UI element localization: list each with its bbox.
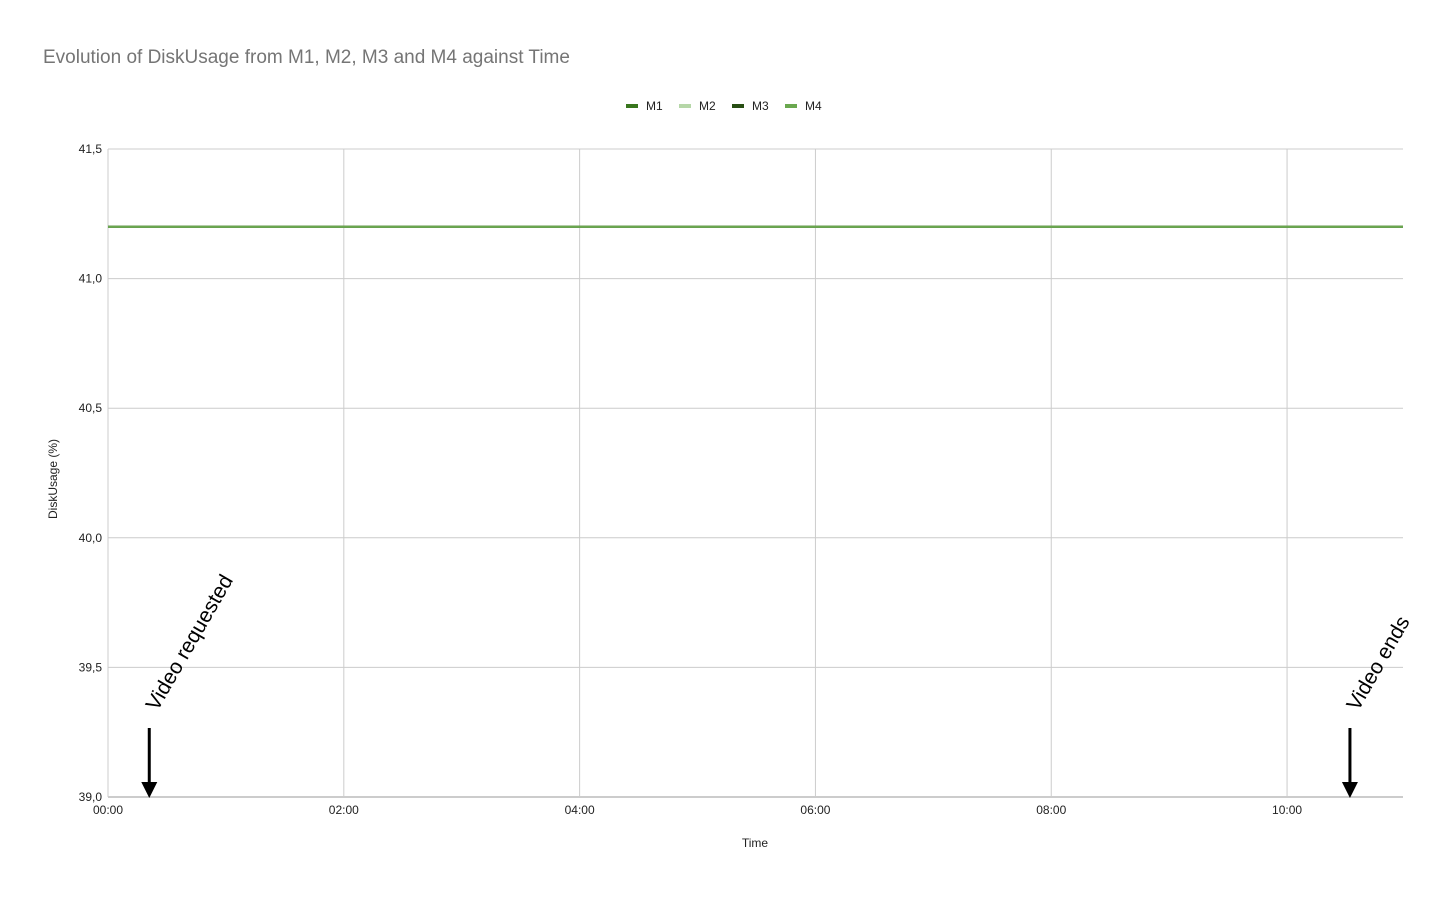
- x-tick-label: 10:00: [1272, 803, 1302, 817]
- legend-swatch: [732, 104, 744, 108]
- legend-label: M4: [805, 99, 822, 113]
- legend-label: M3: [752, 99, 769, 113]
- annotation-label: Video requested: [142, 571, 238, 715]
- annotation-label: Video ends: [1342, 612, 1414, 714]
- legend-swatch: [626, 104, 638, 108]
- x-tick-label: 02:00: [329, 803, 359, 817]
- y-tick-label: 40,0: [79, 531, 103, 545]
- x-tick-label: 04:00: [565, 803, 595, 817]
- y-tick-label: 39,5: [79, 660, 103, 674]
- x-tick-label: 00:00: [93, 803, 123, 817]
- legend-swatch: [679, 104, 691, 108]
- x-tick-label: 08:00: [1036, 803, 1066, 817]
- annotations: Video requested Video ends: [141, 571, 1415, 798]
- legend-item-m2[interactable]: M2: [679, 99, 716, 113]
- x-axis-ticks: 00:00 02:00 04:00 06:00 08:00 10:00: [93, 803, 1302, 817]
- legend-label: M1: [646, 99, 663, 113]
- annotation: Video requested: [141, 571, 238, 798]
- legend-label: M2: [699, 99, 716, 113]
- gridlines: [107, 148, 1403, 798]
- annotation-arrow-head: [1341, 782, 1358, 798]
- y-tick-label: 41,0: [79, 272, 103, 286]
- y-tick-label: 40,5: [79, 401, 103, 415]
- x-axis-title: Time: [742, 836, 769, 850]
- y-tick-label: 39,0: [79, 790, 103, 804]
- chart-title: Evolution of DiskUsage from M1, M2, M3 a…: [43, 47, 570, 68]
- legend-item-m3[interactable]: M3: [732, 99, 769, 113]
- annotation-arrow-head: [141, 782, 158, 798]
- x-tick-label: 06:00: [800, 803, 830, 817]
- legend-item-m4[interactable]: M4: [785, 99, 822, 113]
- legend-item-m1[interactable]: M1: [626, 99, 663, 113]
- y-tick-label: 41,5: [79, 142, 103, 156]
- legend[interactable]: M1 M2 M3 M4: [626, 99, 822, 113]
- annotation: Video ends: [1341, 612, 1415, 798]
- legend-swatch: [785, 104, 797, 108]
- y-axis-title: DiskUsage (%): [46, 439, 60, 519]
- y-axis-ticks: 41,5 41,0 40,5 40,0 39,5 39,0: [79, 142, 103, 804]
